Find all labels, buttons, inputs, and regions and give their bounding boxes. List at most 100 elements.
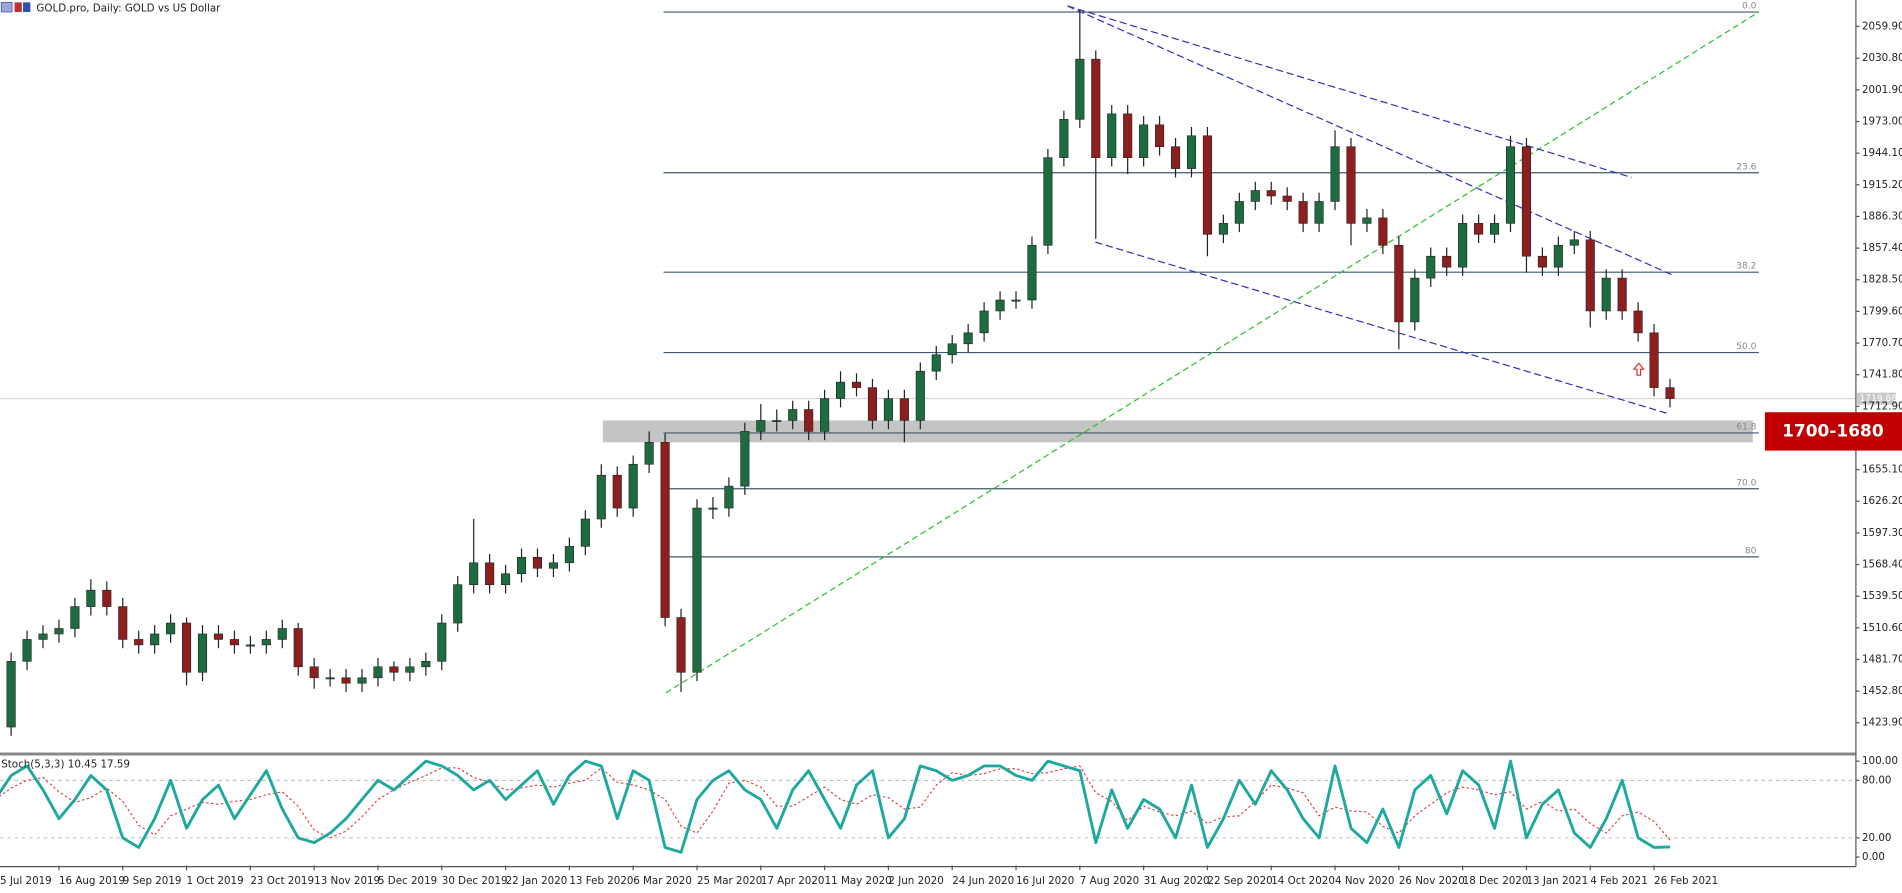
candle-body <box>788 409 798 421</box>
y-tick-label: 1626.20 <box>1862 495 1902 507</box>
candle-body <box>1617 277 1627 312</box>
y-tick-label: 2030.80 <box>1862 52 1902 64</box>
x-tick-label: 11 May 2020 <box>825 875 892 887</box>
fib-label: 70.0 <box>1736 478 1756 488</box>
candle-body <box>293 628 303 668</box>
candle-body <box>660 442 670 618</box>
candle-body <box>1218 223 1228 235</box>
y-tick-label: 1915.20 <box>1862 179 1902 191</box>
candle-body <box>261 639 271 646</box>
y-tick-label: 1510.60 <box>1862 622 1902 634</box>
candle-body <box>373 666 383 679</box>
x-tick-label: 17 Apr 2020 <box>761 875 825 887</box>
x-tick-label: 24 Jun 2020 <box>952 875 1014 887</box>
chart-title: GOLD.pro, Daily: GOLD vs US Dollar <box>36 2 221 14</box>
candle-body <box>309 666 319 679</box>
candle-body <box>357 677 367 684</box>
candle-body <box>820 398 830 432</box>
fib-label: 50.0 <box>1736 342 1756 352</box>
stoch-panel <box>0 759 1856 854</box>
y-tick-label: 1741.80 <box>1862 369 1902 381</box>
x-tick-label: 26 Feb 2021 <box>1654 875 1718 887</box>
candle-body <box>724 485 734 509</box>
candle-body <box>1426 255 1436 279</box>
y-tick-label: 1770.70 <box>1862 337 1902 349</box>
candle-body <box>804 409 814 432</box>
candle-body <box>1442 255 1452 268</box>
candle-body <box>1569 239 1579 246</box>
y-tick-label: 1423.90 <box>1862 717 1902 729</box>
y-tick-label: 1655.10 <box>1862 464 1902 476</box>
trendline <box>1067 5 1632 178</box>
candle-body <box>644 442 654 465</box>
candle-body <box>1107 113 1117 158</box>
y-tick-label: 1568.40 <box>1862 559 1902 571</box>
zone-layer <box>602 420 1753 443</box>
candle-body <box>213 633 224 640</box>
y-tick-label: 2059.90 <box>1862 20 1902 32</box>
candle-body <box>772 420 782 422</box>
x-tick-label: 9 Sep 2019 <box>123 875 182 887</box>
candle-body <box>1521 146 1532 257</box>
candle-body <box>70 606 80 629</box>
candle-body <box>1505 146 1516 224</box>
candle-body <box>1059 119 1069 158</box>
y-tick-label: 20.00 <box>1862 832 1891 844</box>
y-tick-label: 1597.30 <box>1862 527 1902 539</box>
fib-label: 0.0 <box>1742 2 1757 12</box>
x-tick-label: 30 Dec 2019 <box>442 875 508 887</box>
candle-body <box>867 387 878 421</box>
candle-body <box>1298 201 1308 224</box>
candle-body <box>516 557 527 575</box>
candle-body <box>931 354 941 372</box>
y-tick-label: 1481.70 <box>1862 654 1902 666</box>
candle-body <box>134 639 144 646</box>
y-tick-label: 1857.40 <box>1862 242 1902 254</box>
x-tick-label: 13 Nov 2019 <box>314 875 380 887</box>
candle-body <box>389 666 399 673</box>
last-price-box <box>1857 392 1896 405</box>
y-tick-label: 100.00 <box>1862 755 1898 767</box>
x-tick-label: 13 Jan 2021 <box>1526 875 1588 887</box>
y-tick-label: 80.00 <box>1862 774 1891 786</box>
y-tick-label: 1944.10 <box>1862 147 1902 159</box>
candle-body <box>118 606 128 640</box>
candle-body <box>851 381 862 388</box>
candle-body <box>1458 223 1468 268</box>
candle-body <box>453 584 463 624</box>
x-tick-label: 25 Mar 2020 <box>697 875 762 887</box>
candle-body <box>1601 277 1611 312</box>
icon <box>23 2 31 12</box>
candle-body <box>979 310 989 334</box>
candle-body <box>1633 310 1643 334</box>
fib-label: 80 <box>1745 546 1757 556</box>
trendline <box>1095 241 1669 415</box>
axes: 1700-1680 1719.88 2059.90 2030.80 2001.90 197… <box>0 20 1902 887</box>
candle-body <box>22 639 32 662</box>
candle-body <box>564 546 574 564</box>
candle-body <box>469 562 479 585</box>
candle-body <box>1266 190 1276 197</box>
candle-body <box>1282 195 1292 202</box>
x-tick-label: 4 Nov 2020 <box>1335 875 1394 887</box>
candle-body <box>325 677 335 680</box>
x-tick-label: 7 Aug 2020 <box>1080 875 1139 887</box>
x-tick-label: 2 Jun 2020 <box>888 875 943 887</box>
x-tick-label: 5 Jul 2019 <box>0 875 52 887</box>
candle-body <box>1170 146 1181 169</box>
candle-body <box>1250 190 1260 202</box>
support-zone <box>602 420 1753 443</box>
candle-body <box>1537 255 1547 268</box>
y-tick-label: 1452.80 <box>1862 685 1902 697</box>
indicator-title: Stoch(5,3,3) 10.45 17.59 <box>1 759 130 771</box>
candle-body <box>1553 244 1563 268</box>
y-tick-label: 1712.90 <box>1862 400 1902 412</box>
candle-body <box>1410 277 1420 323</box>
candle-body <box>485 562 495 585</box>
candle-body <box>1585 239 1595 312</box>
price-panel <box>6 9 1675 736</box>
x-tick-label: 6 Mar 2020 <box>633 875 692 887</box>
trendline <box>665 11 1760 694</box>
x-tick-label: 22 Sep 2020 <box>1207 875 1272 887</box>
